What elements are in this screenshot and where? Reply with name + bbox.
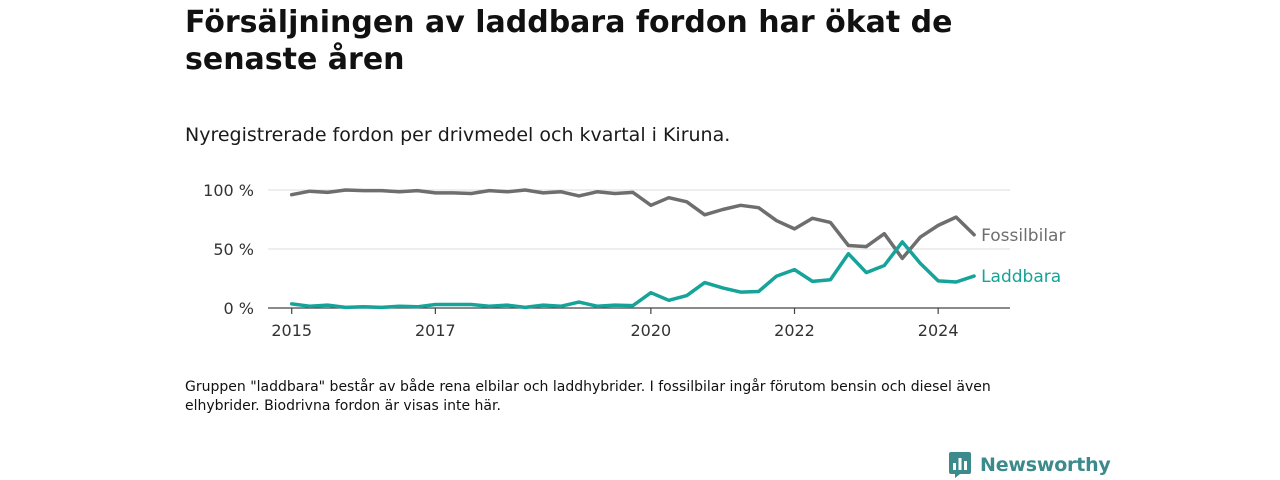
- chart-title: Försäljningen av laddbara fordon har öka…: [185, 5, 953, 77]
- x-tick-label: 2020: [630, 321, 671, 340]
- series-labels: Fossilbilar Laddbara: [981, 226, 1065, 287]
- brand-name: Newsworthy: [980, 454, 1111, 476]
- chart-subtitle: Nyregistrerade fordon per drivmedel och …: [185, 124, 731, 146]
- series-line-fossilbilar: [289, 188, 976, 261]
- y-tick-label: 50 %: [213, 240, 254, 259]
- footnote: Gruppen "laddbara" består av både rena e…: [185, 379, 991, 414]
- y-tick-label: 0 %: [224, 299, 254, 318]
- brand: Newsworthy: [948, 451, 1111, 479]
- x-tick-label: 2017: [415, 321, 456, 340]
- y-axis: 0 % 50 % 100 %: [203, 181, 254, 318]
- series-label-fossilbilar: Fossilbilar: [981, 226, 1065, 246]
- y-tick-label: 100 %: [203, 181, 254, 200]
- series-line-laddbara: [289, 240, 976, 310]
- x-axis: 2015 2017 2020 2022 2024: [268, 307, 1010, 340]
- series-label-laddbara: Laddbara: [981, 267, 1061, 287]
- series-lines: [289, 188, 976, 310]
- x-tick-label: 2024: [918, 321, 959, 340]
- x-tick-label: 2015: [271, 321, 312, 340]
- x-tick-label: 2022: [774, 321, 815, 340]
- newsworthy-logo-icon: [949, 452, 971, 478]
